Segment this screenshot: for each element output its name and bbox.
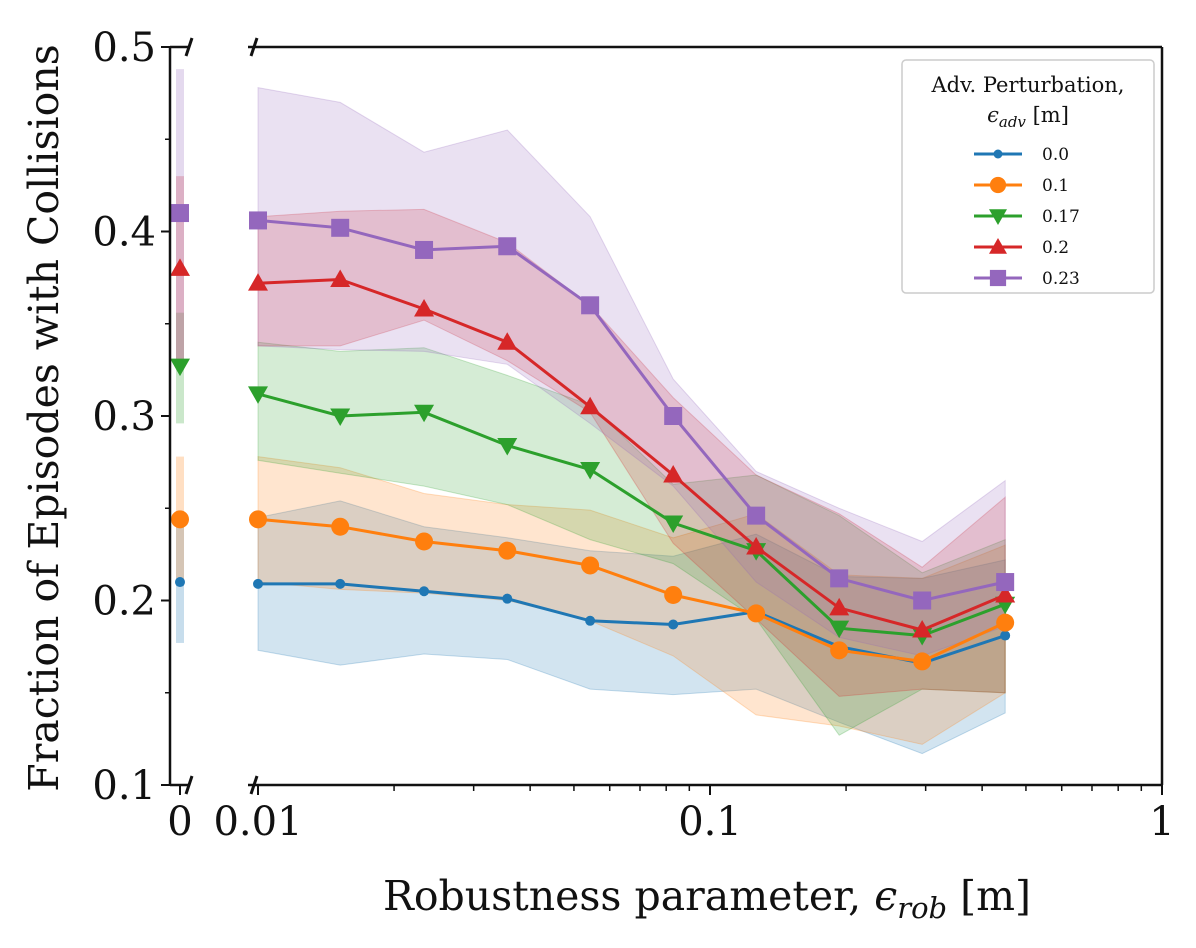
point-series-0.1	[331, 517, 350, 536]
legend-label: 0.23	[1042, 269, 1080, 289]
point-series-0.23	[664, 407, 683, 425]
legend-label: 0.0	[1042, 145, 1069, 165]
point-series-0.1	[830, 641, 849, 660]
point-series-0.2	[746, 536, 767, 555]
point-series-0.17	[414, 404, 435, 423]
point-series-0.23	[415, 240, 434, 259]
point-series-0.23	[830, 569, 849, 588]
axis-break-mark	[184, 37, 194, 57]
point-series-0.0	[502, 593, 513, 604]
point-series-0.1	[415, 532, 434, 551]
point-series-0.2	[497, 332, 518, 350]
point-series-0.1	[581, 556, 600, 575]
baseline-point-series-0.2	[170, 258, 190, 276]
series-lines	[170, 204, 1016, 671]
line-series-0.17	[257, 392, 1006, 638]
baseline-point-series-0.17	[170, 358, 190, 377]
point-series-0.2	[995, 584, 1016, 603]
point-series-0.17	[829, 620, 850, 639]
point-series-0.1	[913, 652, 932, 671]
point-series-0.23	[581, 296, 600, 315]
point-series-0.2	[663, 465, 684, 483]
point-series-0.1	[664, 585, 683, 604]
point-series-0.23	[747, 506, 766, 525]
y-tick-label: 0.1	[92, 763, 156, 809]
point-series-0.0	[419, 586, 430, 597]
baseline-tick-label: 0	[167, 799, 192, 845]
point-series-0.1	[498, 541, 517, 560]
legend-box	[901, 59, 1155, 294]
axis-break-mark	[249, 37, 259, 57]
legend-label: 0.2	[1042, 238, 1069, 258]
axes: 0.1 0.2 0.3 0.4 0.5 0.01 0.1 1 0	[92, 25, 1174, 845]
x-tick-label: 0.1	[678, 799, 742, 845]
point-series-0.17	[330, 408, 351, 426]
legend-title-symbol: ϵadv [m]	[987, 103, 1069, 131]
point-series-0.2	[248, 273, 268, 291]
legend-marker	[989, 209, 1007, 225]
baseline-point-series-0.1	[171, 510, 189, 529]
legend-label: 0.1	[1042, 176, 1069, 196]
axis-break-mark	[249, 775, 259, 795]
legend-title: Adv. Perturbation,	[931, 73, 1125, 97]
line-series-0.2	[257, 277, 1006, 632]
legend-marker	[989, 238, 1007, 254]
point-series-0.0	[253, 578, 263, 589]
baseline-point-series-0.0	[175, 577, 185, 588]
line-series-0.23	[257, 218, 1006, 603]
legend-entry-0.17: 0.17	[974, 207, 1080, 227]
point-series-0.0	[335, 578, 346, 589]
point-series-0.0	[668, 619, 679, 630]
point-series-0.17	[580, 462, 601, 480]
point-series-0.0	[1000, 630, 1011, 641]
point-series-0.23	[249, 211, 267, 230]
point-series-0.23	[996, 573, 1015, 592]
band-series-0.1	[257, 456, 1006, 745]
legend-entry-0.0: 0.0	[974, 145, 1069, 165]
band-series-0.2	[257, 208, 1006, 697]
point-series-0.2	[580, 396, 601, 415]
x-axis-label-symbol: ϵ	[874, 872, 897, 920]
point-series-0.23	[331, 218, 350, 237]
y-tick-label: 0.2	[92, 579, 156, 625]
legend-marker	[989, 176, 1007, 194]
point-series-0.17	[248, 386, 268, 404]
legend-label: 0.17	[1042, 207, 1080, 227]
line-series-0.1	[257, 517, 1006, 663]
x-axis-label: Robustness parameter, ϵrob [m]	[383, 872, 1031, 925]
y-tick-label: 0.3	[92, 394, 156, 440]
legend: Adv. Perturbation, ϵadv [m] 0.0 0.1 0.17 0.2 0…	[901, 59, 1155, 294]
point-series-0.2	[829, 597, 850, 616]
point-series-0.17	[497, 438, 518, 456]
legend-marker	[989, 269, 1007, 287]
point-series-0.0	[585, 615, 596, 626]
band-series-0.0	[257, 500, 1006, 755]
point-series-0.23	[498, 237, 517, 256]
legend-entry-0.2: 0.2	[974, 238, 1069, 258]
x-axis-label-unit: [m]	[947, 872, 1031, 920]
point-series-0.2	[912, 620, 933, 638]
point-series-0.17	[663, 515, 684, 534]
point-series-0.1	[249, 510, 267, 529]
point-series-0.2	[414, 298, 435, 317]
y-tick-label: 0.5	[92, 25, 156, 71]
legend-marker	[993, 149, 1003, 159]
legend-entry-0.23: 0.23	[974, 269, 1080, 289]
point-series-0.1	[996, 613, 1015, 632]
legend-entry-0.1: 0.1	[974, 176, 1069, 196]
y-axis-label: Fraction of Episodes with Collisions	[20, 44, 68, 791]
point-series-0.2	[330, 269, 351, 287]
point-series-0.1	[747, 604, 766, 623]
y-tick-label: 0.4	[92, 210, 156, 256]
point-series-0.23	[913, 591, 932, 610]
x-axis-label-sub: rob	[897, 891, 947, 925]
x-axis-label-main: Robustness parameter,	[383, 872, 874, 920]
x-tick-label: 0.01	[213, 799, 302, 845]
x-tick-label: 1	[1149, 799, 1174, 845]
axis-break-mark	[184, 775, 194, 795]
baseline-point-series-0.23	[171, 204, 189, 223]
